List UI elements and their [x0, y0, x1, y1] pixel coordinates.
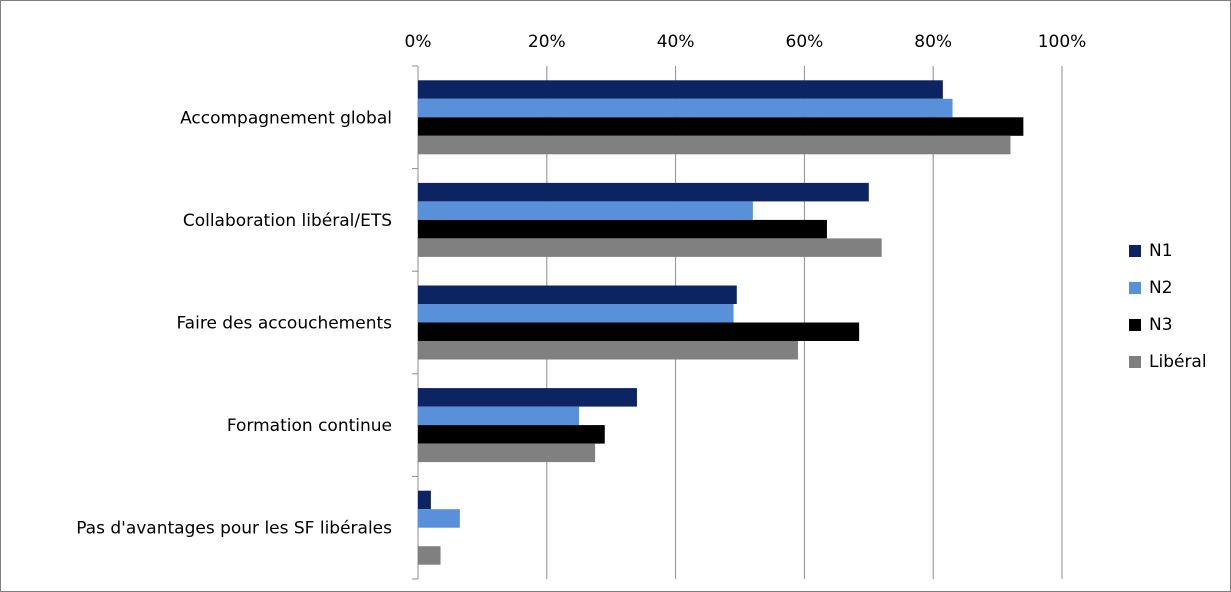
bar-n3-2 [418, 219, 827, 239]
bar-libral-4 [418, 443, 596, 463]
x-tick-label: 80% [914, 32, 952, 52]
legend-label: N1 [1149, 241, 1173, 261]
bar-n1-2 [418, 182, 869, 202]
bar-n3-3 [418, 322, 860, 341]
bars [418, 80, 1024, 565]
legend-swatch [1129, 356, 1141, 368]
legend-swatch [1129, 319, 1141, 331]
bar-libral-1 [418, 135, 1011, 155]
legend-label: N3 [1149, 315, 1173, 335]
bar-n3-4 [418, 425, 605, 444]
bar-n3-1 [418, 117, 1024, 136]
legend: N1 N2 N3 Libéral [1129, 241, 1207, 372]
category-label: Faire des accouchements [176, 314, 392, 334]
x-tick-label: 0% [405, 32, 432, 52]
bar-n2-3 [418, 304, 734, 323]
category-label: Accompagnement global [180, 108, 392, 128]
x-tick-label: 20% [528, 32, 566, 52]
value-axis-ticks: 0% 20% 40% 60% 80% 100% [405, 32, 1087, 52]
category-axis [412, 65, 419, 580]
bar-libral-3 [418, 341, 798, 360]
legend-swatch [1129, 245, 1141, 257]
category-label: Collaboration libéral/ETS [183, 211, 392, 231]
bar-n2-5 [418, 509, 460, 528]
category-label: Formation continue [227, 416, 392, 436]
bar-libral-2 [418, 238, 882, 257]
bar-n1-1 [418, 80, 943, 99]
x-tick-label: 40% [657, 32, 695, 52]
bar-n2-1 [418, 98, 953, 118]
bar-n1-3 [418, 285, 737, 304]
bar-n2-4 [418, 406, 579, 426]
category-label: Pas d'avantages pour les SF libérales [76, 519, 392, 539]
legend-label: Libéral [1149, 352, 1207, 372]
x-tick-label: 100% [1038, 32, 1087, 52]
bar-n1-5 [418, 490, 431, 510]
x-tick-label: 60% [786, 32, 824, 52]
category-labels: Accompagnement global Collaboration libér… [76, 108, 392, 538]
legend-swatch [1129, 282, 1141, 294]
bar-libral-5 [418, 546, 441, 565]
legend-label: N2 [1149, 278, 1173, 298]
bar-n1-4 [418, 388, 637, 407]
bar-n2-2 [418, 201, 753, 220]
